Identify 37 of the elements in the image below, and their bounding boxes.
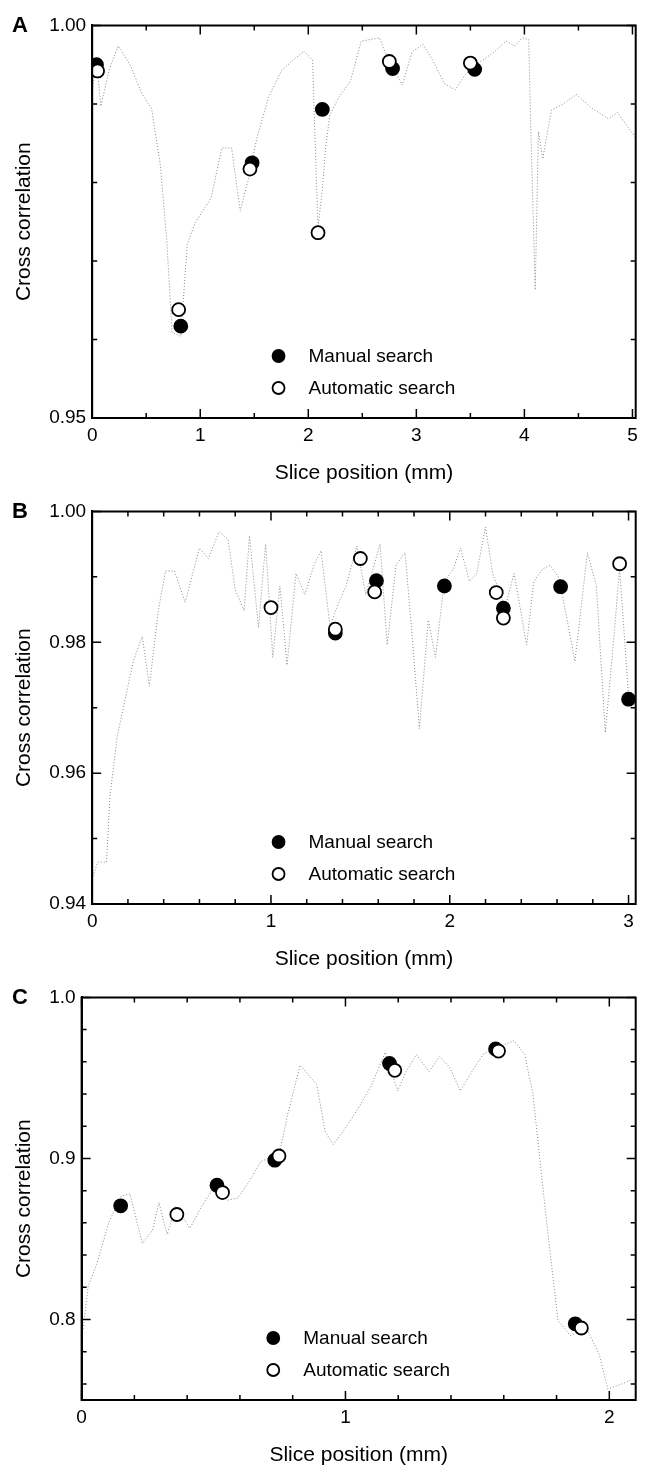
- x-tick-label: 0: [86, 909, 98, 931]
- y-tick-label: 0.98: [49, 630, 87, 652]
- x-tick-label: 0: [76, 1405, 87, 1427]
- y-tick-label: 0.95: [49, 406, 87, 428]
- y-axis-title: Cross correlation: [11, 628, 35, 788]
- legend-label: Automatic search: [303, 1359, 451, 1381]
- x-tick-label: 3: [411, 423, 422, 445]
- x-axis-title: Slice position (mm): [269, 1442, 448, 1466]
- y-tick-label: 0.9: [49, 1146, 76, 1168]
- legend-label: Automatic search: [308, 863, 456, 885]
- chart-title: A: [12, 12, 28, 38]
- legend-label: Manual search: [308, 345, 434, 367]
- x-tick-label: 2: [303, 423, 314, 445]
- legend-label: Manual search: [303, 1327, 428, 1349]
- x-tick-label: 5: [627, 423, 638, 445]
- y-axis-title: Cross correlation: [11, 1119, 35, 1279]
- y-tick-label: 1.0: [49, 985, 76, 1007]
- legend-label: Manual search: [308, 831, 434, 853]
- y-tick-label: 0.94: [49, 892, 87, 914]
- x-tick-label: 3: [623, 909, 634, 931]
- x-tick-label: 4: [519, 423, 531, 445]
- x-tick-label: 1: [194, 423, 206, 445]
- x-axis-title: Slice position (mm): [274, 460, 454, 484]
- x-tick-label: 1: [265, 909, 277, 931]
- y-tick-label: 0.8: [49, 1307, 76, 1329]
- y-tick-label: 0.96: [49, 761, 87, 783]
- y-tick-label: 1.00: [49, 499, 87, 521]
- chart-title: B: [12, 498, 28, 524]
- chart-title: C: [12, 984, 28, 1010]
- y-tick-label: 1.00: [49, 13, 87, 35]
- x-tick-label: 2: [604, 1405, 615, 1427]
- y-axis-title: Cross correlation: [11, 142, 35, 302]
- x-tick-label: 1: [340, 1405, 351, 1427]
- x-tick-label: 2: [444, 909, 456, 931]
- x-axis-title: Slice position (mm): [274, 946, 454, 970]
- legend-label: Automatic search: [308, 377, 456, 399]
- x-tick-label: 0: [86, 423, 98, 445]
